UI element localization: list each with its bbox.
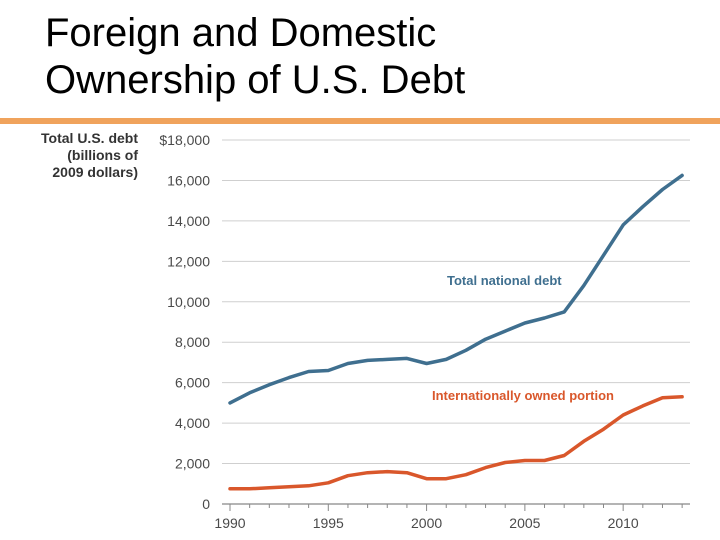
y-tick-label: $18,000	[159, 132, 210, 148]
series-line-total-national-debt	[228, 173, 684, 405]
x-tick-label: 2005	[509, 515, 540, 531]
y-tick-label: 16,000	[167, 172, 210, 188]
y-axis-label-line-3: 2009 dollars)	[52, 164, 138, 180]
y-tick-labels: 0 2,000 4,000 6,000 8,000 10,000 12,000 14,000 1…	[159, 132, 210, 512]
y-tick-label: 4,000	[175, 415, 210, 431]
gridlines	[222, 139, 690, 465]
y-axis-label: Total U.S. debt (billions of 2009 dollar…	[20, 130, 138, 181]
y-axis-label-line-1: Total U.S. debt	[41, 130, 138, 146]
title-divider	[0, 118, 720, 124]
x-tick-label: 2000	[411, 515, 442, 531]
series-line-internationally-owned	[228, 395, 684, 491]
y-tick-label: 2,000	[175, 456, 210, 472]
series-label-total-national-debt: Total national debt	[447, 273, 562, 288]
y-tick-label: 14,000	[167, 213, 210, 229]
axes	[222, 503, 690, 511]
y-tick-label: 6,000	[175, 375, 210, 391]
slide-title-line-1: Foreign and Domestic	[45, 11, 437, 55]
x-tick-label: 2010	[608, 515, 639, 531]
y-tick-label: 10,000	[167, 294, 210, 310]
slide-title: Foreign and Domestic Ownership of U.S. D…	[45, 10, 705, 104]
slide-title-line-2: Ownership of U.S. Debt	[45, 58, 466, 102]
y-tick-label: 12,000	[167, 253, 210, 269]
y-axis-label-line-2: (billions of	[67, 147, 138, 163]
series-label-internationally-owned: Internationally owned portion	[432, 388, 614, 403]
x-tick-label: 1995	[313, 515, 344, 531]
x-tick-label: 1990	[214, 515, 245, 531]
y-tick-label: 8,000	[175, 334, 210, 350]
y-tick-label: 0	[202, 496, 210, 512]
x-tick-labels: 1990 1995 2000 2005 2010	[214, 515, 639, 531]
series-lines	[228, 173, 684, 491]
